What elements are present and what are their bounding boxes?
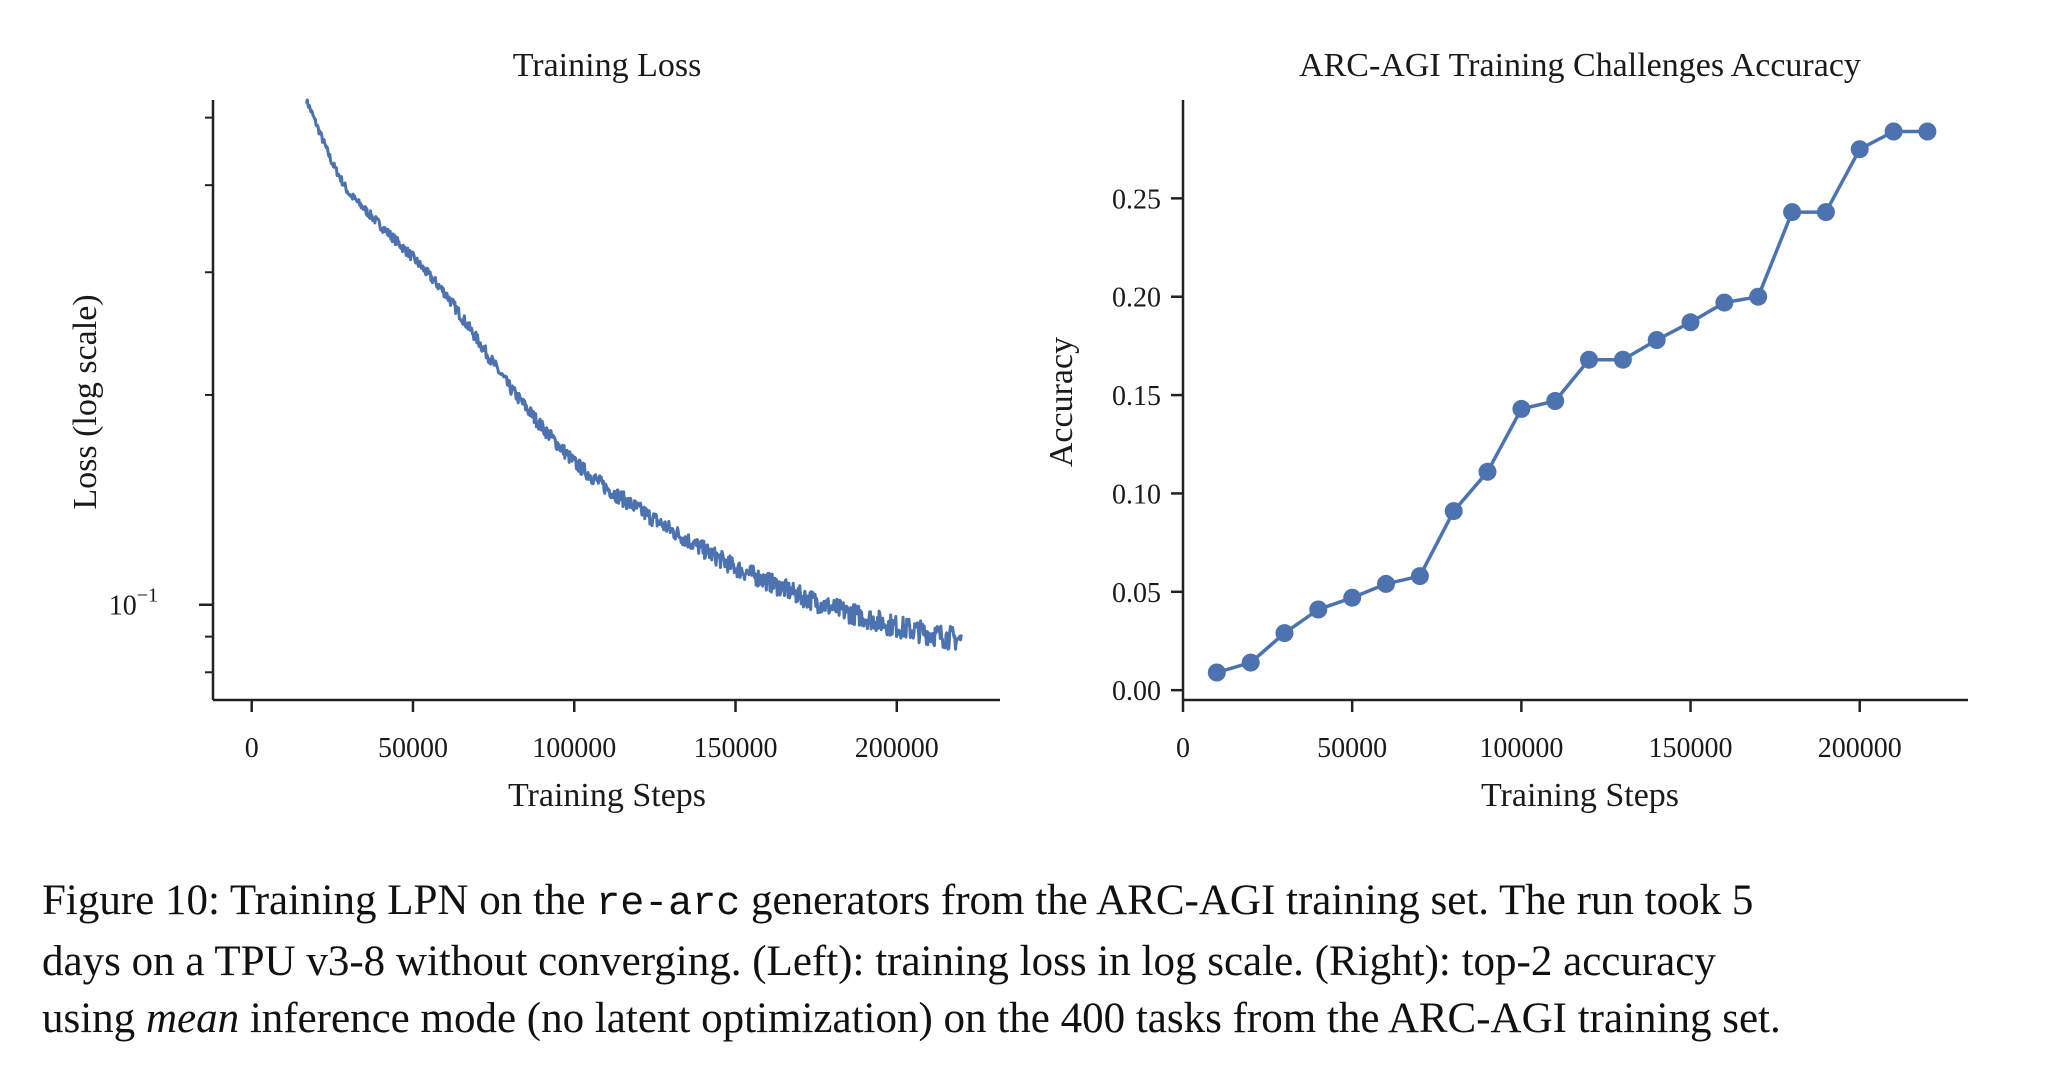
caption-line-3: using mean inference mode (no latent opt… bbox=[42, 990, 2012, 1047]
accuracy-data-point bbox=[1749, 287, 1768, 306]
accuracy-x-tick-label: 200000 bbox=[1818, 733, 1902, 764]
figure: Training Loss 0 50000 100000 150000 200000 10… bbox=[67, 47, 1968, 814]
accuracy-chart: ARC-AGI Training Challenges Accuracy 0 50… bbox=[1043, 47, 1968, 814]
loss-x-tick-label: 50000 bbox=[378, 733, 448, 764]
accuracy-data-point bbox=[1783, 203, 1802, 222]
loss-chart-title: Training Loss bbox=[513, 47, 702, 84]
caption-text: generators from the ARC-AGI training set… bbox=[740, 877, 1754, 924]
accuracy-y-tick-label: 0.05 bbox=[1112, 578, 1161, 609]
accuracy-data-point bbox=[1478, 462, 1497, 481]
accuracy-data-point bbox=[1444, 502, 1463, 521]
accuracy-x-tick-label: 100000 bbox=[1479, 733, 1563, 764]
accuracy-data-point bbox=[1715, 293, 1734, 312]
loss-x-tick-label: 100000 bbox=[532, 733, 616, 764]
accuracy-plot-area: 0 50000 100000 150000 200000 0.00 0.05 0.10 0.15… bbox=[1112, 100, 1968, 764]
loss-chart: Training Loss 0 50000 100000 150000 200000 10… bbox=[67, 47, 1000, 814]
accuracy-y-tick-label: 0.25 bbox=[1112, 184, 1161, 215]
accuracy-data-point bbox=[1207, 663, 1226, 682]
caption-text: using bbox=[42, 995, 146, 1042]
figure-caption: Figure 10: Training LPN on the re-arc ge… bbox=[42, 872, 2012, 1047]
loss-x-tick-label: 150000 bbox=[694, 733, 778, 764]
caption-code: re-arc bbox=[596, 882, 741, 927]
accuracy-data-point bbox=[1512, 399, 1531, 418]
accuracy-x-tick-label: 50000 bbox=[1317, 733, 1387, 764]
loss-plot-area: 0 50000 100000 150000 200000 10−1 bbox=[109, 98, 1000, 764]
accuracy-y-tick-label: 0.15 bbox=[1112, 381, 1161, 412]
accuracy-data-point bbox=[1377, 574, 1395, 593]
accuracy-chart-title: ARC-AGI Training Challenges Accuracy bbox=[1299, 47, 1861, 84]
accuracy-y-axis-label: Accuracy bbox=[1043, 337, 1080, 467]
accuracy-data-point bbox=[1546, 392, 1565, 410]
accuracy-series-line bbox=[1216, 129, 1928, 675]
caption-line-1: Figure 10: Training LPN on the re-arc ge… bbox=[42, 872, 2012, 933]
accuracy-data-point bbox=[1884, 122, 1903, 141]
accuracy-x-tick-label: 0 bbox=[1176, 733, 1190, 764]
loss-x-tick-label: 0 bbox=[245, 733, 259, 764]
accuracy-data-point bbox=[1580, 350, 1598, 369]
accuracy-y-tick-label: 0.20 bbox=[1112, 283, 1161, 314]
accuracy-x-tick-label: 150000 bbox=[1649, 733, 1733, 764]
accuracy-data-point bbox=[1275, 624, 1294, 643]
accuracy-data-point bbox=[1309, 600, 1328, 619]
loss-x-axis-label: Training Steps bbox=[508, 777, 706, 814]
accuracy-data-point bbox=[1850, 140, 1869, 159]
caption-text: Figure 10: Training LPN on the bbox=[42, 877, 597, 924]
caption-text: inference mode (no latent optimization) … bbox=[239, 995, 1781, 1042]
accuracy-y-tick-label: 0.00 bbox=[1112, 676, 1161, 707]
caption-emphasis: mean bbox=[145, 995, 240, 1042]
loss-y-tick-label: 10−1 bbox=[109, 585, 158, 622]
accuracy-data-point bbox=[1816, 203, 1835, 222]
caption-line-2: days on a TPU v3-8 without converging. (… bbox=[42, 938, 1716, 985]
accuracy-x-axis-label: Training Steps bbox=[1481, 777, 1679, 814]
accuracy-data-point bbox=[1647, 331, 1666, 349]
accuracy-data-point bbox=[1681, 313, 1700, 332]
loss-series-line bbox=[305, 98, 963, 651]
loss-y-axis-label: Loss (log scale) bbox=[67, 294, 104, 509]
loss-x-tick-label: 200000 bbox=[855, 733, 939, 764]
accuracy-data-point bbox=[1343, 588, 1362, 607]
accuracy-y-tick-label: 0.10 bbox=[1112, 479, 1161, 510]
accuracy-data-point bbox=[1410, 567, 1429, 586]
accuracy-data-point bbox=[1241, 653, 1260, 672]
accuracy-data-point bbox=[1613, 350, 1632, 369]
accuracy-data-point bbox=[1918, 122, 1937, 141]
